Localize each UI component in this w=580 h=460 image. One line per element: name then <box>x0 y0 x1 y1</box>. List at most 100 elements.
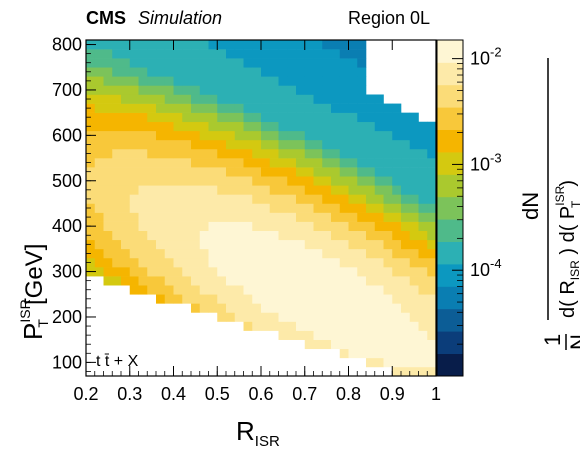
heatmap-cell <box>278 67 288 77</box>
heatmap-cell <box>234 40 244 50</box>
heatmap-cell <box>418 130 428 141</box>
heatmap-cell <box>199 203 209 213</box>
heatmap-cell <box>366 148 376 159</box>
heatmap-cell <box>331 85 341 95</box>
heatmap-cell <box>217 121 227 132</box>
heatmap-cell <box>313 158 323 168</box>
heatmap-cell <box>243 257 253 268</box>
heatmap-cell <box>138 139 148 150</box>
heatmap-cell <box>208 239 218 250</box>
heatmap-cell <box>138 285 148 295</box>
heatmap-cell <box>138 212 148 222</box>
heatmap-cell <box>173 203 183 213</box>
heatmap-cell <box>418 194 428 204</box>
heatmap-cell <box>199 130 209 141</box>
heatmap-cell <box>156 40 166 50</box>
heatmap-cell <box>296 276 306 286</box>
heatmap-cell <box>199 185 209 195</box>
heatmap-cell <box>129 230 139 241</box>
heatmap-cell <box>226 58 236 68</box>
heatmap-cell <box>156 230 166 241</box>
heatmap-cell <box>339 312 349 322</box>
heatmap-cell <box>304 276 314 286</box>
heatmap-cell <box>348 148 358 159</box>
heatmap-cell <box>147 112 157 123</box>
heatmap-cell <box>339 257 349 268</box>
heatmap-cell <box>269 158 279 168</box>
heatmap-cell <box>278 176 288 186</box>
y-tick-label: 200 <box>52 307 82 327</box>
heatmap-cell <box>208 285 218 295</box>
heatmap-cell <box>129 212 139 222</box>
heatmap-cell <box>191 58 201 68</box>
heatmap-cell <box>112 85 122 95</box>
heatmap-cell <box>173 221 183 231</box>
heatmap-cell <box>374 121 384 132</box>
heatmap-cell <box>234 148 244 159</box>
heatmap-cells <box>86 40 437 377</box>
heatmap-cell <box>269 285 279 295</box>
heatmap-cell <box>374 203 384 213</box>
heatmap-cell <box>278 85 288 95</box>
heatmap-cell <box>147 121 157 132</box>
heatmap-cell <box>252 112 262 123</box>
heatmap-cell <box>164 294 174 304</box>
heatmap-cell <box>226 76 236 86</box>
heatmap-cell <box>129 257 139 268</box>
heatmap-cell <box>366 285 376 295</box>
heatmap-cell <box>339 121 349 132</box>
heatmap-cell <box>234 49 244 59</box>
heatmap-cell <box>234 58 244 68</box>
heatmap-cell <box>226 248 236 259</box>
heatmap-cell <box>296 230 306 241</box>
heatmap-cell <box>357 112 367 123</box>
heatmap-cell <box>164 49 174 59</box>
heatmap-cell <box>339 294 349 304</box>
heatmap-cell <box>296 330 306 340</box>
heatmap-cell <box>322 312 332 322</box>
heatmap-cell <box>357 49 367 59</box>
heatmap-cell <box>208 267 218 277</box>
heatmap-cell <box>94 139 104 150</box>
heatmap-cell <box>208 294 218 304</box>
heatmap-cell <box>313 294 323 304</box>
heatmap-cell <box>366 276 376 286</box>
heatmap-cell <box>366 330 376 340</box>
heatmap-cell <box>226 112 236 123</box>
heatmap-cell <box>156 294 166 304</box>
heatmap-cell <box>278 49 288 59</box>
heatmap-cell <box>357 330 367 340</box>
heatmap-cell <box>261 194 271 204</box>
heatmap-cell <box>278 58 288 68</box>
heatmap-cell <box>322 67 332 77</box>
heatmap-cell <box>121 267 131 277</box>
heatmap-cell <box>304 257 314 268</box>
heatmap-cell <box>331 148 341 159</box>
heatmap-cell <box>401 348 411 359</box>
heatmap-cell <box>103 248 113 259</box>
color-bar-step <box>437 241 463 265</box>
heatmap-cell <box>164 221 174 231</box>
heatmap-cell <box>348 294 358 304</box>
heatmap-cell <box>217 248 227 259</box>
heatmap-cell <box>199 276 209 286</box>
heatmap-cell <box>261 185 271 195</box>
heatmap-cell <box>322 94 332 104</box>
svg-text:dN: dN <box>518 192 543 220</box>
heatmap-cell <box>374 330 384 340</box>
heatmap-cell <box>234 94 244 104</box>
heatmap-cell <box>234 276 244 286</box>
heatmap-cell <box>156 267 166 277</box>
heatmap-cell <box>217 94 227 104</box>
heatmap-cell <box>278 239 288 250</box>
heatmap-cell <box>339 139 349 150</box>
heatmap-cell <box>269 303 279 313</box>
heatmap-cell <box>252 185 262 195</box>
heatmap-cell <box>409 303 419 313</box>
heatmap-cell <box>418 148 428 159</box>
y-tick-label: 500 <box>52 171 82 191</box>
heatmap-cell <box>287 257 297 268</box>
heatmap-cell <box>374 294 384 304</box>
heatmap-cell <box>208 176 218 186</box>
heatmap-cell <box>199 139 209 150</box>
